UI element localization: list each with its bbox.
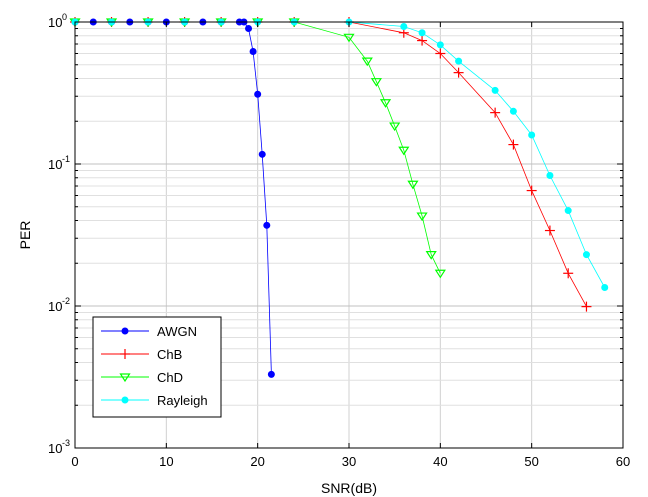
y-tick-label-exponent: -1 [62,154,70,164]
y-tick-label-exponent: 0 [62,12,67,22]
x-tick-label: 60 [616,454,630,469]
data-point [528,131,536,139]
legend-label: Rayleigh [157,393,208,408]
data-point [490,107,501,118]
data-point [544,225,555,236]
data-point [400,22,408,30]
data-point [121,327,129,335]
x-axis-label: SNR(dB) [321,480,377,496]
y-tick-label-exponent: -2 [62,296,70,306]
legend-label: ChD [157,370,183,385]
data-point [119,373,131,383]
legend-item: AWGN [101,324,197,339]
data-point [417,35,428,46]
data-point [416,212,428,222]
data-point [120,349,130,359]
legend-item: Rayleigh [101,393,208,408]
y-tick-label-base: 10 [48,157,62,172]
data-point [546,171,554,179]
data-point [267,370,275,378]
data-point [601,283,609,291]
data-point [389,122,401,132]
data-point [343,33,355,43]
data-point [425,251,437,260]
data-point [370,78,382,87]
data-point [407,180,419,190]
data-point [245,24,253,32]
y-tick-label: 10 0 [48,12,67,30]
legend-item: ChD [101,370,183,385]
data-point [258,150,266,158]
x-tick-label: 40 [433,454,447,469]
data-point [121,396,129,404]
data-point [254,90,262,98]
legend-label: ChB [157,347,182,362]
data-point [379,99,392,108]
data-point [453,67,464,78]
data-point [582,251,590,259]
data-point [434,269,446,279]
y-tick-label-base: 10 [48,15,62,30]
data-point [563,268,574,279]
y-axis-label: PER [17,221,33,250]
data-point [398,146,410,156]
data-point [581,301,592,312]
legend-item: ChB [101,347,182,362]
y-tick-label-base: 10 [48,299,62,314]
data-point [508,139,519,150]
data-point [361,57,373,67]
y-tick-label: 10 -1 [48,154,70,172]
x-tick-label: 10 [159,454,173,469]
data-point [436,41,444,49]
x-tick-label: 20 [250,454,264,469]
ticks [74,21,624,449]
data-point [564,207,572,215]
data-point [418,29,426,37]
x-tick-label: 0 [71,454,78,469]
data-point [526,185,537,196]
data-point [491,86,499,94]
legend: AWGN ChB ChD Rayleigh [92,316,222,418]
data-point [509,107,517,115]
data-point [435,48,446,59]
data-point [249,47,257,55]
legend-label: AWGN [157,324,197,339]
data-point [455,57,463,65]
y-tick-label: 10 -2 [48,296,70,314]
x-tick-label: 50 [524,454,538,469]
y-tick-label-base: 10 [48,441,62,456]
y-tick-label-exponent: -3 [62,438,70,448]
data-point [263,221,271,229]
x-tick-label: 30 [342,454,356,469]
y-tick-label: 10 -3 [48,438,70,456]
